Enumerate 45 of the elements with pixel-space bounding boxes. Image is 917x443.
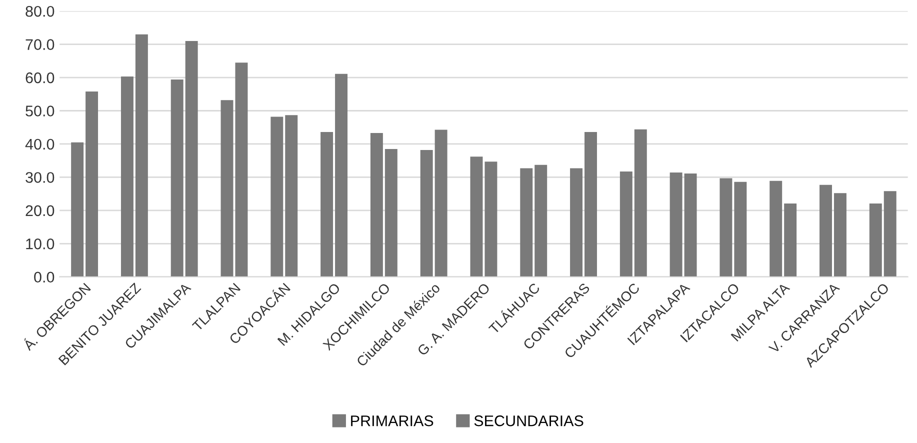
bar bbox=[684, 174, 697, 277]
bar bbox=[185, 40, 198, 277]
bar bbox=[470, 156, 483, 277]
bar bbox=[884, 191, 896, 277]
bar bbox=[570, 168, 583, 277]
bar bbox=[834, 193, 846, 277]
bar bbox=[584, 132, 597, 277]
legend-label: PRIMARIAS bbox=[351, 415, 434, 426]
bar bbox=[86, 91, 98, 277]
bar bbox=[784, 203, 797, 277]
bar bbox=[270, 116, 284, 277]
bar bbox=[820, 184, 832, 277]
bar bbox=[484, 162, 498, 277]
bar bbox=[520, 168, 533, 277]
legend-label: SECUNDARIAS bbox=[474, 415, 584, 426]
bar bbox=[770, 180, 782, 277]
bar bbox=[220, 100, 234, 277]
bar bbox=[384, 148, 398, 277]
bar bbox=[734, 182, 747, 277]
bar bbox=[120, 76, 134, 277]
bar bbox=[285, 115, 298, 277]
bar bbox=[71, 142, 84, 277]
bar bbox=[434, 130, 448, 277]
bar bbox=[620, 172, 632, 277]
y-tick-label: 60.0 bbox=[26, 72, 54, 84]
y-tick-label: 70.0 bbox=[26, 39, 54, 50]
bar bbox=[534, 164, 548, 277]
y-tick-label: 0.0 bbox=[34, 272, 54, 283]
bar bbox=[670, 172, 682, 277]
bar bbox=[320, 132, 334, 277]
y-tick-label: 50.0 bbox=[26, 106, 54, 116]
bar bbox=[235, 62, 248, 277]
y-tick-label: 30.0 bbox=[26, 172, 54, 183]
bar bbox=[335, 74, 348, 277]
bar bbox=[634, 129, 647, 277]
bar bbox=[869, 203, 882, 277]
bar bbox=[170, 80, 184, 277]
bar bbox=[370, 133, 383, 277]
y-tick-label: 20.0 bbox=[26, 205, 54, 216]
y-tick-label: 80.0 bbox=[26, 6, 54, 17]
bar bbox=[420, 150, 433, 277]
bar bbox=[135, 34, 148, 277]
y-tick-label: 40.0 bbox=[25, 138, 54, 150]
bar bbox=[720, 178, 732, 277]
y-tick-label: 10.0 bbox=[26, 238, 54, 250]
